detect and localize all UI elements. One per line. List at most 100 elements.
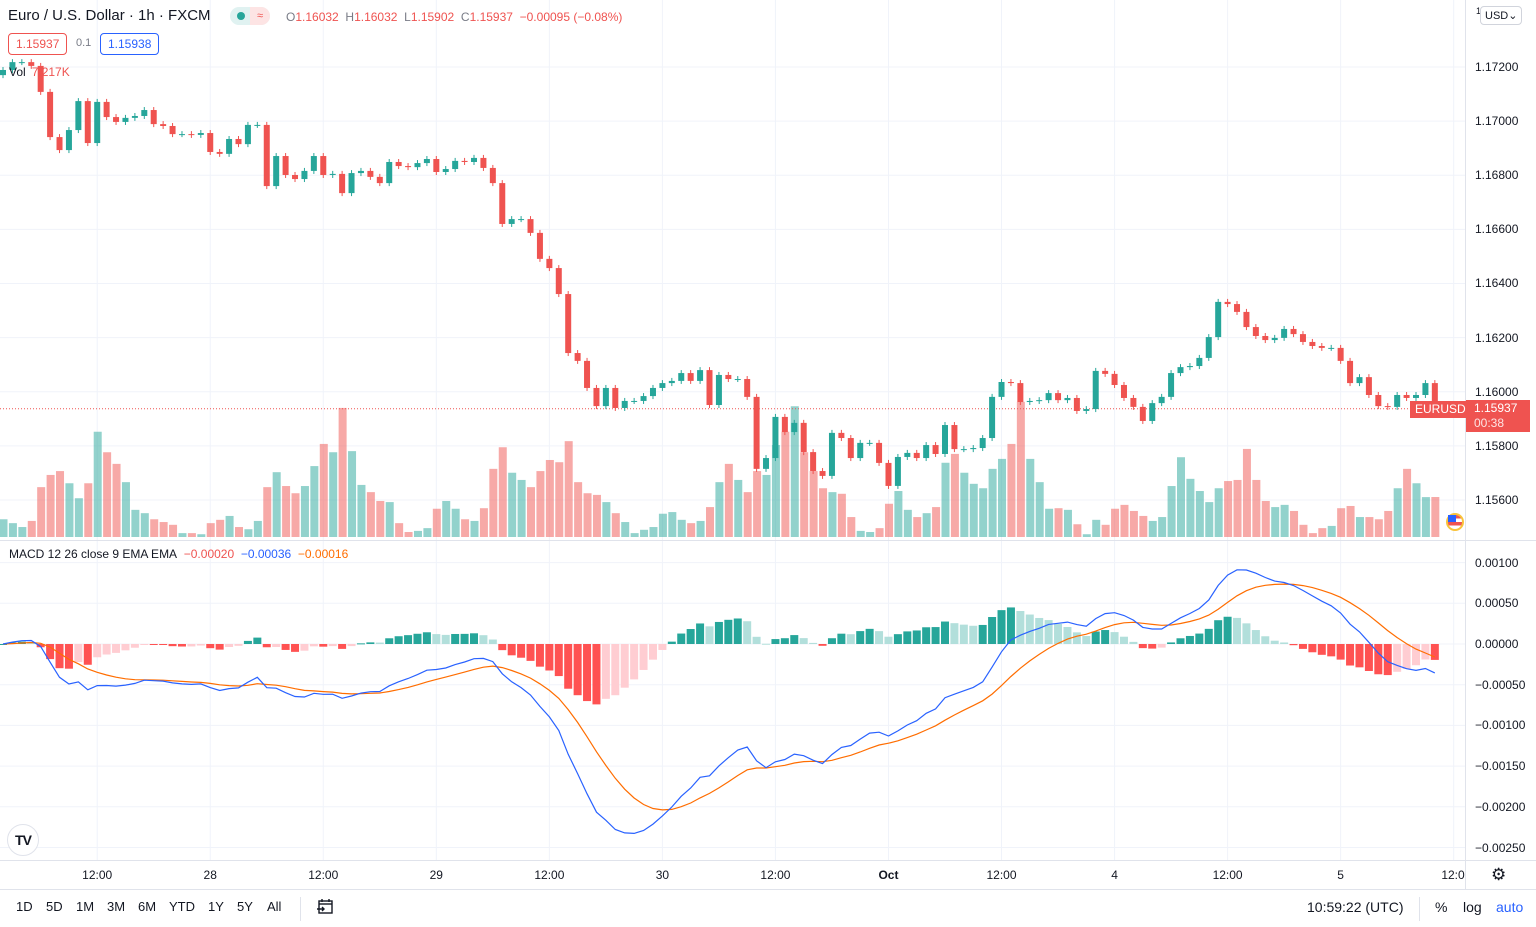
macd-legend[interactable]: MACD 12 26 close 9 EMA EMA −0.00020 −0.0…	[9, 547, 348, 561]
candle	[913, 452, 920, 459]
macd-histogram-bar	[1327, 644, 1336, 657]
candle	[810, 452, 817, 472]
candle	[640, 396, 647, 401]
volume-bar	[461, 519, 470, 537]
candle	[631, 400, 638, 402]
gear-icon[interactable]: ⚙	[1491, 865, 1507, 884]
sell-button[interactable]: 1.15937	[8, 33, 68, 55]
macd-histogram-bar	[1289, 644, 1298, 646]
candle	[433, 159, 440, 173]
volume-bar	[1280, 504, 1289, 537]
volume-bar	[715, 482, 724, 537]
macd-histogram-bar	[1317, 644, 1326, 655]
tradingview-logo[interactable]: TV	[7, 824, 39, 856]
volume-bar	[743, 492, 752, 537]
candle	[1102, 370, 1109, 374]
price-tick-label: 1.16400	[1475, 276, 1519, 291]
volume-bar	[734, 479, 743, 537]
candle	[254, 124, 261, 126]
macd-histogram-bar	[356, 643, 365, 645]
macd-histogram-bar	[140, 644, 149, 645]
volume-bar	[592, 494, 601, 537]
volume-bar	[1346, 505, 1355, 537]
volume-bar	[348, 451, 357, 537]
range-button-6m[interactable]: 6M	[138, 899, 157, 914]
log-scale-toggle[interactable]: log	[1463, 899, 1482, 915]
volume-bar	[922, 513, 931, 537]
candle	[584, 360, 591, 388]
range-button-1y[interactable]: 1Y	[208, 899, 224, 914]
volume-bar	[988, 468, 997, 537]
range-button-all[interactable]: All	[267, 899, 282, 914]
volume-bar	[847, 517, 856, 537]
volume-bar	[1054, 508, 1063, 537]
candle	[894, 456, 901, 486]
macd-histogram-bar	[507, 644, 516, 656]
candle	[518, 219, 525, 221]
volume-bar	[1365, 517, 1374, 537]
range-button-ytd[interactable]: YTD	[169, 899, 195, 914]
candle	[1168, 373, 1175, 397]
pane-separator[interactable]	[0, 540, 1536, 541]
range-button-3m[interactable]: 3M	[107, 899, 126, 914]
macd-histogram-bar	[1138, 644, 1147, 649]
symbol-price-label: EURUSD	[1410, 401, 1471, 418]
volume-bar	[1158, 517, 1167, 537]
macd-histogram-bar	[648, 644, 657, 660]
macd-histogram-bar	[1430, 644, 1439, 660]
candle	[828, 432, 835, 476]
macd-histogram-bar	[272, 644, 281, 647]
high-label: H	[345, 10, 355, 24]
volume-bar	[724, 463, 733, 537]
price-tick-label: 1.16800	[1475, 168, 1519, 183]
change-value: −0.00095 (−0.08%)	[519, 10, 623, 24]
macd-histogram-bar	[243, 640, 252, 644]
volume-bar	[837, 493, 846, 537]
candle	[1375, 394, 1382, 407]
currency-label: USD	[1485, 10, 1509, 22]
buy-button[interactable]: 1.15938	[100, 33, 160, 55]
auto-scale-toggle[interactable]: auto	[1496, 899, 1524, 915]
economic-event-flag-icon[interactable]	[1446, 513, 1464, 531]
price-pane[interactable]	[0, 0, 1465, 540]
volume-bar	[225, 515, 234, 537]
price-tick-label: 1.17000	[1475, 114, 1519, 129]
macd-title: MACD 12 26 close 9 EMA EMA	[9, 547, 178, 561]
market-status-badge[interactable]: ≈	[230, 7, 270, 25]
currency-dropdown[interactable]: USD⌄	[1480, 6, 1523, 25]
toolbar-divider	[300, 897, 301, 921]
clock-timezone[interactable]: 10:59:22 (UTC)	[1307, 899, 1404, 915]
candle	[414, 163, 421, 168]
range-button-5d[interactable]: 5D	[46, 899, 63, 914]
macd-histogram-bar	[667, 641, 676, 644]
candle	[160, 124, 167, 126]
time-tick-label: 12:00	[308, 868, 339, 882]
volume-bar	[790, 406, 799, 537]
range-button-1m[interactable]: 1M	[76, 899, 95, 914]
volume-bar	[1186, 478, 1195, 537]
candle	[1328, 347, 1335, 349]
candle	[706, 370, 713, 406]
symbol-title[interactable]: Euro / U.S. Dollar · 1h · FXCM	[8, 7, 211, 24]
macd-histogram-bar	[969, 625, 978, 644]
macd-tick-label: −0.00250	[1475, 840, 1526, 855]
macd-histogram-bar	[177, 644, 186, 647]
candle	[65, 130, 72, 151]
percent-scale-toggle[interactable]: %	[1435, 899, 1448, 915]
macd-histogram-bar	[451, 633, 460, 644]
volume-bar	[451, 508, 460, 537]
candle	[1083, 409, 1090, 411]
volume-legend[interactable]: Vol 7.217K	[9, 65, 70, 79]
volume-bar	[1412, 483, 1421, 537]
macd-histogram-bar	[780, 638, 789, 644]
date-range-icon[interactable]	[316, 898, 334, 921]
range-button-5y[interactable]: 5Y	[237, 899, 253, 914]
macd-pane[interactable]	[0, 541, 1465, 860]
time-tick-label: 28	[203, 868, 217, 882]
volume-bar	[442, 500, 451, 537]
price-tick-label: 1.15600	[1475, 492, 1519, 507]
candle	[348, 173, 355, 194]
candle	[28, 62, 35, 66]
volume-bar	[56, 471, 65, 537]
range-button-1d[interactable]: 1D	[16, 899, 33, 914]
